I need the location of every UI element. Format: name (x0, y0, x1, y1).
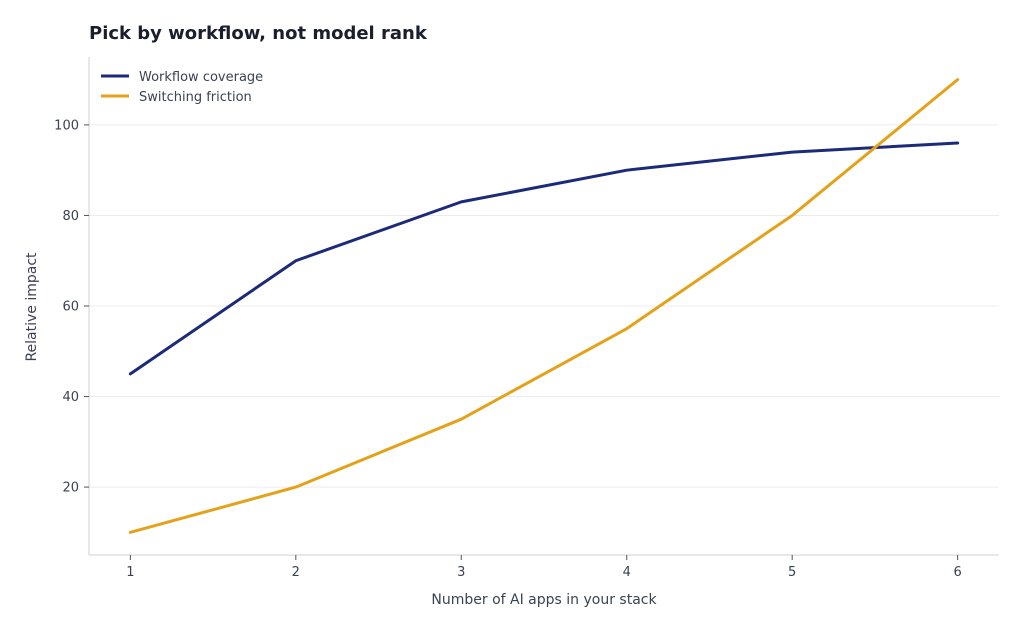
y-tick-label: 80 (62, 209, 79, 224)
y-tick-label: 20 (62, 481, 79, 496)
gridlines (89, 124, 999, 488)
y-axis-ticks: 20 40 60 80 100 (54, 118, 89, 496)
x-tick-label: 3 (457, 565, 465, 580)
x-axis-ticks: 1 2 3 4 5 6 (126, 555, 962, 580)
legend: Workflow coverage Switching friction (101, 70, 263, 105)
x-tick-label: 1 (126, 565, 134, 580)
x-tick-label: 4 (623, 565, 631, 580)
x-axis-label: Number of AI apps in your stack (431, 592, 657, 608)
x-tick-label: 2 (292, 565, 300, 580)
y-tick-label: 60 (62, 300, 79, 315)
chart-title: Pick by workflow, not model rank (89, 23, 428, 44)
legend-label-workflow-coverage: Workflow coverage (139, 70, 263, 85)
series-line-workflow-coverage (128, 141, 960, 376)
y-axis-label: Relative impact (24, 252, 40, 362)
series-line-switching-friction (128, 78, 960, 534)
y-tick-label: 40 (62, 390, 79, 405)
y-tick-label: 100 (54, 118, 79, 133)
x-tick-label: 6 (953, 565, 961, 580)
x-tick-label: 5 (788, 565, 796, 580)
legend-label-switching-friction: Switching friction (139, 90, 252, 105)
series-lines (128, 78, 960, 534)
